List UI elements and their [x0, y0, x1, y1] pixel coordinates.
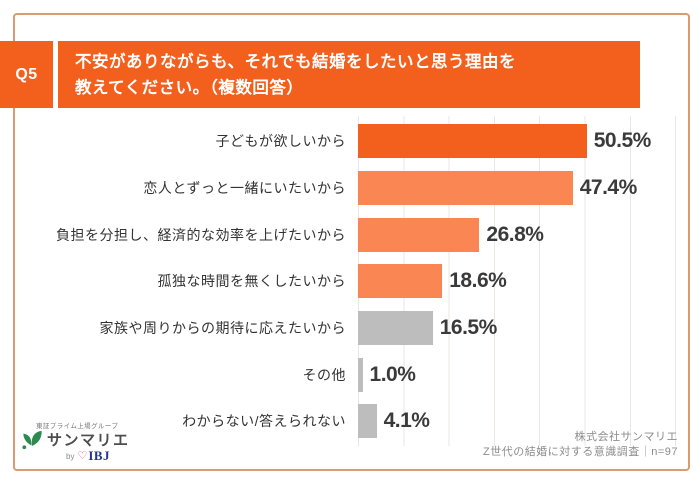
- bar: [358, 357, 363, 392]
- bar-row: 家族や周りからの期待に応えたいから 16.5%: [0, 305, 690, 352]
- ibj-label: IBJ: [88, 448, 111, 463]
- bar-track: 26.8%: [358, 217, 690, 252]
- category-label: 孤独な時間を無くしたいから: [157, 273, 346, 290]
- bar-row: 子どもが欲しいから 50.5%: [0, 118, 690, 165]
- bar: [358, 311, 433, 346]
- ibj-logo: by ♡ IBJ: [66, 448, 110, 464]
- bar: [358, 264, 443, 299]
- question-title-line1: 不安がありながらも、それでも結婚をしたいと思う理由を: [75, 52, 517, 71]
- credit-survey: Z世代の結婚に対する意識調査｜n=97: [483, 446, 678, 458]
- value-label: 1.0%: [369, 362, 416, 386]
- logo-group-label: 東証プライム上場グループ: [36, 423, 119, 430]
- credit-block: 株式会社サンマリエ Z世代の結婚に対する意識調査｜n=97: [483, 430, 678, 460]
- value-label: 47.4%: [579, 176, 638, 200]
- question-title-line2: 教えてください。（複数回答）: [75, 78, 304, 97]
- bar-row: 孤独な時間を無くしたいから 18.6%: [0, 258, 690, 305]
- question-number: Q5: [15, 65, 38, 83]
- question-number-badge: Q5: [0, 41, 53, 108]
- bar-track: 47.4%: [358, 171, 690, 206]
- by-label: by: [66, 451, 75, 461]
- question-title-banner: 不安がありながらも、それでも結婚をしたいと思う理由を 教えてください。（複数回答…: [58, 41, 640, 108]
- bar-row: わからない/答えられない 4.1%: [0, 398, 690, 445]
- heart-icon: ♡: [77, 449, 88, 462]
- category-label: その他: [302, 366, 346, 383]
- bar-row: 恋人とずっと一緒にいたいから 47.4%: [0, 165, 690, 212]
- value-label: 26.8%: [486, 222, 544, 246]
- bar-chart: 子どもが欲しいから 50.5% 恋人とずっと一緒にいたいから 47.4% 負担を分担し、…: [0, 118, 690, 445]
- brand-name: サンマリエ: [47, 432, 130, 449]
- bar-track: 1.0%: [358, 357, 690, 392]
- bar-track: 18.6%: [358, 264, 690, 299]
- category-label: 恋人とずっと一緒にいたいから: [143, 180, 346, 197]
- bar: [358, 124, 587, 159]
- bar-track: 50.5%: [358, 124, 690, 159]
- bar-track: 16.5%: [358, 311, 690, 346]
- bar: [358, 171, 573, 206]
- bar: [358, 217, 480, 252]
- sunmarie-logo: サンマリエ: [21, 429, 130, 450]
- value-label: 16.5%: [439, 316, 498, 340]
- category-label: わからない/答えられない: [182, 413, 346, 430]
- bar: [358, 404, 377, 439]
- category-label: 子どもが欲しいから: [215, 133, 346, 150]
- value-label: 18.6%: [449, 269, 507, 293]
- category-label: 負担を分担し、経済的な効率を上げたいから: [56, 226, 346, 243]
- value-label: 4.1%: [383, 409, 430, 433]
- bar-row: 負担を分担し、経済的な効率を上げたいから 26.8%: [0, 211, 690, 258]
- value-label: 50.5%: [593, 129, 652, 153]
- page-border-frame: [13, 13, 690, 471]
- category-label: 家族や周りからの期待に応えたいから: [99, 320, 346, 337]
- bar-row: その他 1.0%: [0, 351, 690, 398]
- bar-track: 4.1%: [358, 404, 690, 439]
- leaf-icon: [22, 430, 42, 449]
- credit-company: 株式会社サンマリエ: [574, 431, 678, 443]
